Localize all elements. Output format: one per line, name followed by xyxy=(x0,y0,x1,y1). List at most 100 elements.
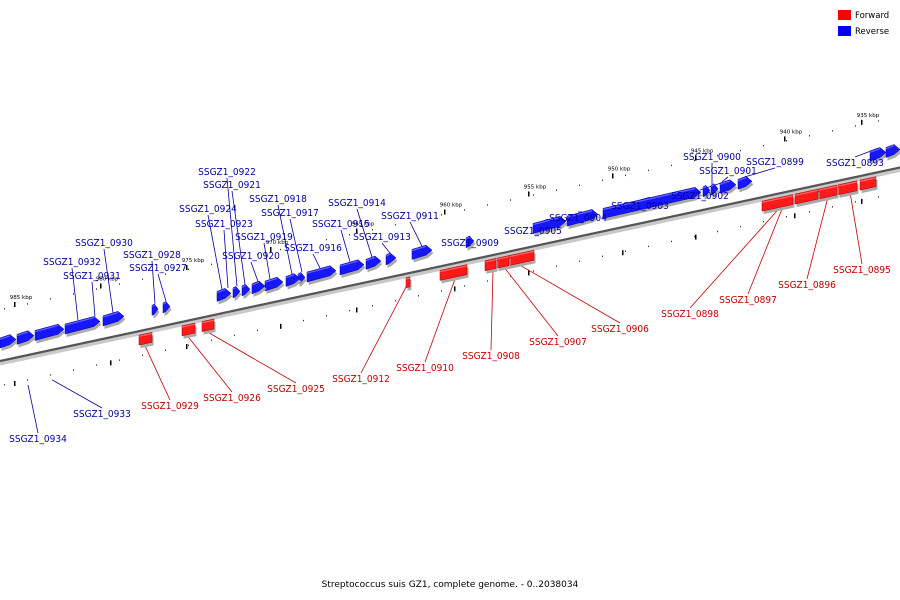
scale-dot xyxy=(73,293,74,295)
gene-highlight xyxy=(16,331,29,337)
scale-dot xyxy=(717,230,718,233)
scale-dot xyxy=(464,285,465,287)
gene-label-ssgz1-0927: SSGZ1_0927 xyxy=(129,263,187,274)
gene-label-ssgz1-0915: SSGZ1_0915 xyxy=(312,219,370,230)
label-leader xyxy=(490,270,494,351)
scale-dot xyxy=(50,374,51,376)
label-leader xyxy=(519,264,621,324)
label-leader xyxy=(151,260,156,304)
scale-ticks: 935 kbp 940 kbp 945 kbp 950 kbp 955 kbp 960 k… xyxy=(4,113,880,386)
gene-highlight xyxy=(365,256,376,262)
gene-label-ssgz1-0898: SSGZ1_0898 xyxy=(661,309,719,320)
gene-arrow xyxy=(285,273,301,287)
label-leader xyxy=(231,190,246,285)
label-leader xyxy=(504,268,559,337)
gene-highlight xyxy=(817,185,838,191)
scale-dot xyxy=(27,303,28,305)
gene-arrow xyxy=(761,194,794,212)
scale-major-tick xyxy=(14,301,16,307)
scale-major-tick xyxy=(100,283,102,289)
tick-label: 935 kbp xyxy=(857,113,880,119)
label-leader xyxy=(223,229,229,289)
gene-label-ssgz1-0934: SSGZ1_0934 xyxy=(9,434,67,445)
scale-major-tick xyxy=(280,323,282,329)
scale-dot xyxy=(303,319,304,322)
scale-dot xyxy=(809,211,810,213)
scale-major-tick xyxy=(110,360,112,366)
label-leader xyxy=(187,336,233,393)
label-leader xyxy=(340,229,351,262)
scale-major-tick xyxy=(695,155,697,161)
gene-highlight xyxy=(241,284,246,288)
scale-dot xyxy=(878,196,879,198)
gene-highlight xyxy=(339,260,359,267)
scale-dot xyxy=(165,273,166,275)
scale-dot xyxy=(510,199,511,201)
gene-label-ssgz1-0912: SSGZ1_0912 xyxy=(332,374,390,385)
scale-major-tick xyxy=(861,198,863,204)
gene-label-ssgz1-0893: SSGZ1_0893 xyxy=(826,158,884,169)
scale-dot xyxy=(579,184,580,186)
gene-arrow xyxy=(411,244,433,260)
gene-features xyxy=(0,144,900,351)
gene-highlight xyxy=(232,287,237,290)
legend-forward-swatch xyxy=(838,10,851,20)
scale-dot xyxy=(73,369,74,371)
gene-arrow xyxy=(405,276,411,289)
gene-highlight xyxy=(737,176,747,182)
gene-label-ssgz1-0917: SSGZ1_0917 xyxy=(261,208,319,219)
gene-highlight xyxy=(251,281,260,286)
gene-labels: SSGZ1_0893 SSGZ1_0899 SSGZ1_0900 SSGZ1_0901… xyxy=(9,152,891,445)
scale-major-tick xyxy=(444,209,446,215)
legend-forward-label: Forward xyxy=(855,11,889,21)
gene-arrow xyxy=(0,334,17,349)
gene-highlight xyxy=(719,180,731,185)
gene-arrow xyxy=(232,286,241,299)
gene-highlight xyxy=(64,317,95,326)
scale-major-tick xyxy=(454,286,456,292)
scale-major-tick xyxy=(186,344,188,350)
scale-major-tick xyxy=(356,228,358,234)
gene-highlight xyxy=(496,256,510,260)
scale-dot xyxy=(832,206,833,208)
scale-dot xyxy=(441,214,442,216)
gene-highlight xyxy=(869,148,881,153)
gene-label-ssgz1-0909: SSGZ1_0909 xyxy=(441,238,499,249)
scale-dot xyxy=(740,225,741,228)
scale-dot xyxy=(717,154,718,157)
gene-arrow xyxy=(869,147,887,162)
label-leader xyxy=(91,281,96,317)
scale-dot xyxy=(832,130,833,132)
label-leader xyxy=(277,204,293,275)
scale-dot xyxy=(234,334,235,337)
gene-label-ssgz1-0914: SSGZ1_0914 xyxy=(328,198,386,209)
scale-dot xyxy=(418,295,419,297)
scale-dot xyxy=(763,144,764,147)
gene-label-ssgz1-0904: SSGZ1_0904 xyxy=(549,213,607,224)
gene-label-ssgz1-0910: SSGZ1_0910 xyxy=(396,363,454,374)
scale-dot xyxy=(326,238,327,241)
scale-dot xyxy=(395,224,396,226)
backbone-line xyxy=(0,166,900,363)
gene-label-ssgz1-0923: SSGZ1_0923 xyxy=(195,219,253,230)
scale-dot xyxy=(671,164,672,167)
scale-dot xyxy=(4,308,5,310)
scale-dot xyxy=(786,216,787,218)
legend-reverse-swatch xyxy=(838,26,851,36)
scale-dot xyxy=(556,265,557,267)
gene-highlight xyxy=(602,187,696,211)
map-caption: Streptococcus suis GZ1, complete genome.… xyxy=(322,580,579,590)
scale-dot xyxy=(671,240,672,243)
scale-dot xyxy=(533,270,534,272)
scale-dot xyxy=(395,300,396,302)
gene-label-ssgz1-0920: SSGZ1_0920 xyxy=(222,251,280,262)
gene-highlight xyxy=(385,253,391,257)
gene-label-ssgz1-0921: SSGZ1_0921 xyxy=(203,180,261,191)
gene-arrow xyxy=(719,179,737,194)
scale-dot xyxy=(740,149,741,152)
gene-highlight xyxy=(181,323,196,328)
gene-arrow xyxy=(241,283,251,297)
gene-arrow xyxy=(102,311,125,327)
tick-label: 950 kbp xyxy=(608,166,631,172)
scale-dot xyxy=(372,229,373,231)
